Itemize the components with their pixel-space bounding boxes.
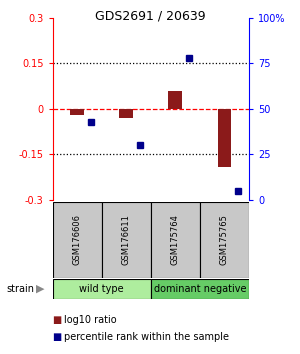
Text: percentile rank within the sample: percentile rank within the sample: [64, 332, 230, 342]
Bar: [151, 279, 249, 299]
Bar: [168, 91, 182, 109]
Text: GSM176611: GSM176611: [122, 215, 131, 265]
Bar: [52, 202, 102, 278]
Text: GSM175765: GSM175765: [220, 215, 229, 265]
Bar: [200, 202, 249, 278]
Text: ■: ■: [52, 332, 62, 342]
Bar: [119, 109, 133, 118]
Text: dominant negative: dominant negative: [154, 284, 246, 294]
Text: ▶: ▶: [36, 284, 45, 294]
Text: GSM175764: GSM175764: [171, 215, 180, 265]
Bar: [52, 279, 151, 299]
Text: log10 ratio: log10 ratio: [64, 315, 117, 325]
Text: GSM176606: GSM176606: [73, 214, 82, 266]
Text: wild type: wild type: [79, 284, 124, 294]
Bar: [70, 109, 84, 115]
Bar: [151, 202, 200, 278]
Text: ■: ■: [52, 315, 62, 325]
Text: strain: strain: [6, 284, 34, 294]
Bar: [218, 109, 231, 167]
Bar: [102, 202, 151, 278]
Text: GDS2691 / 20639: GDS2691 / 20639: [95, 9, 205, 22]
